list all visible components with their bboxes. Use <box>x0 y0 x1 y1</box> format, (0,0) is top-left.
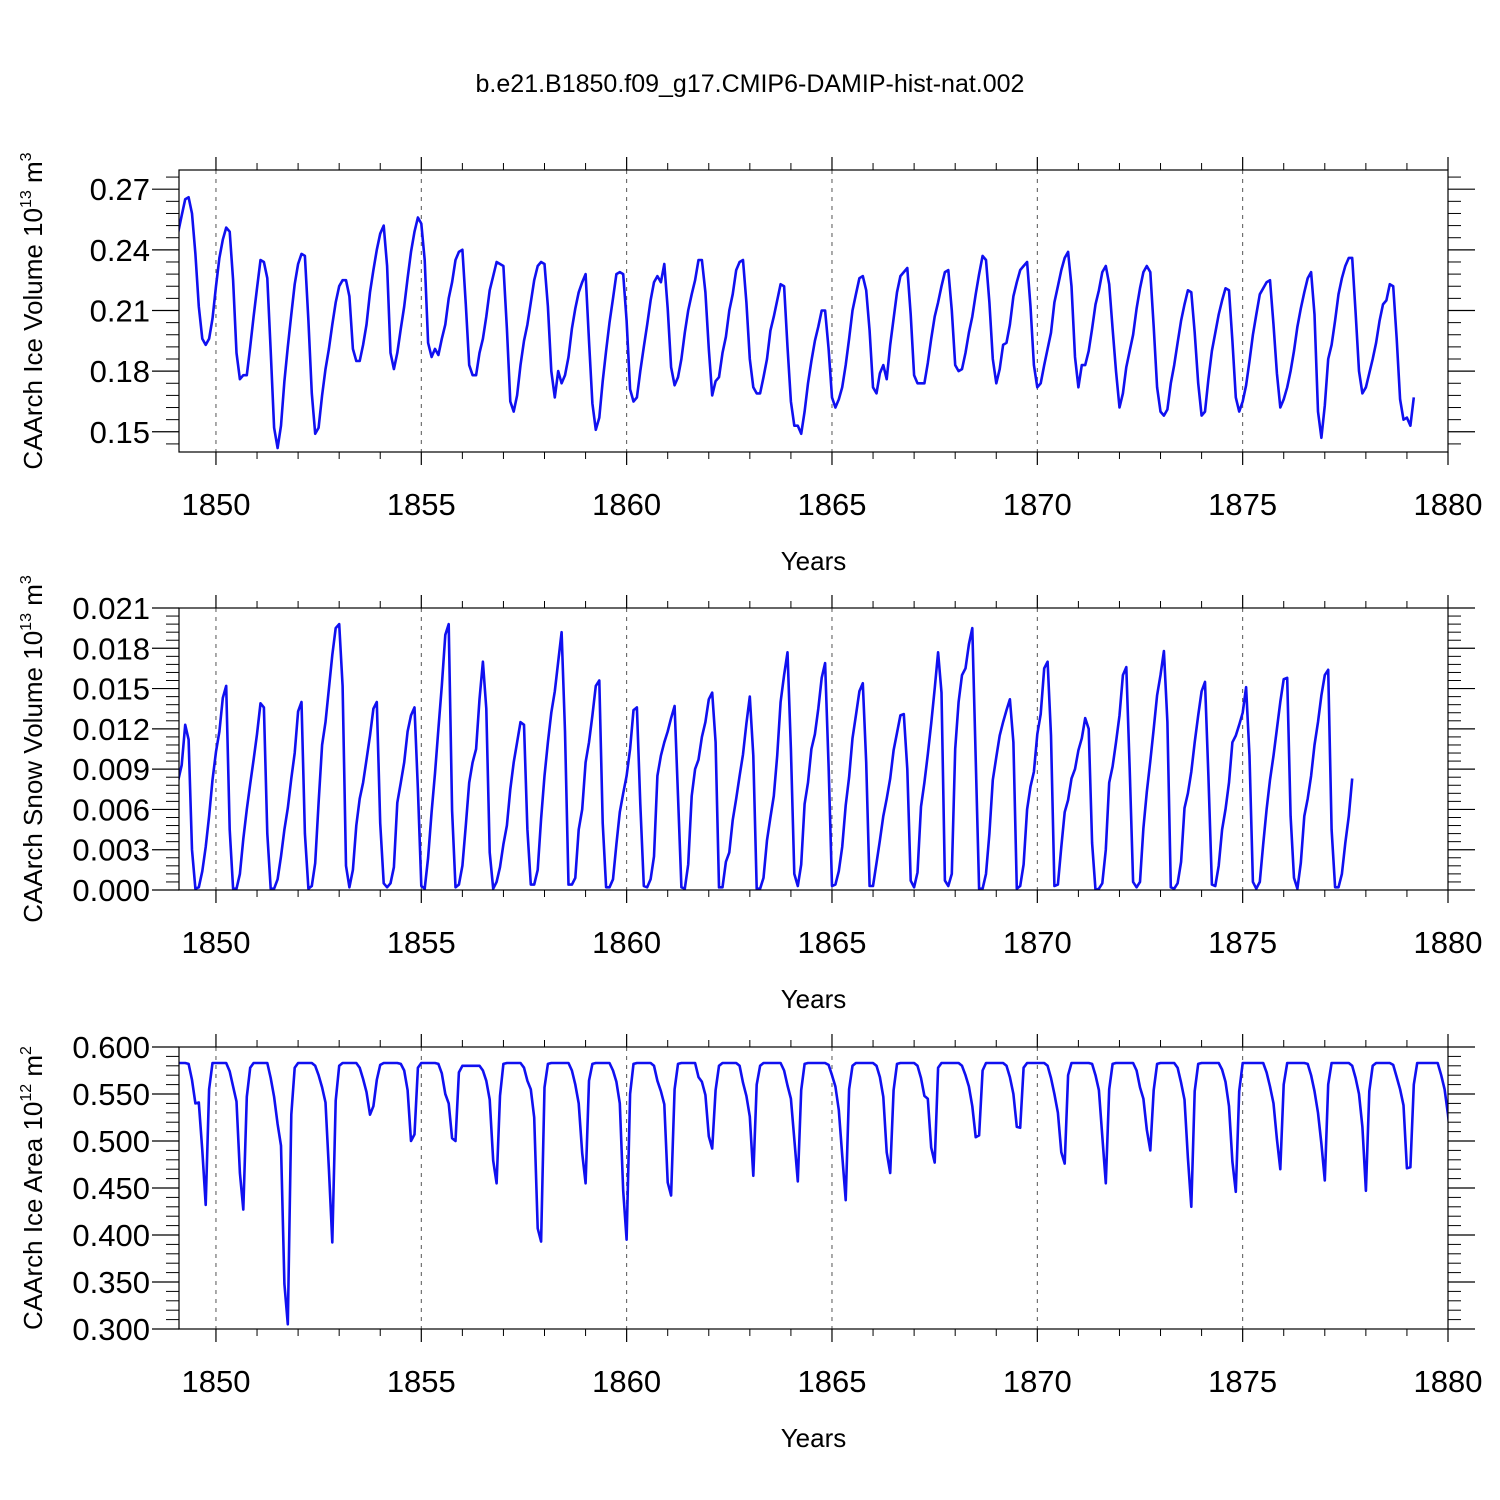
y-tick-label: 0.600 <box>72 1030 150 1065</box>
chart-panel-3: 1850 1855 1860 1865 1870 1875 1880 Years 0.300 0.… <box>18 1030 1483 1453</box>
chart-panel-2: 1850 1855 1860 1865 1870 1875 1880 Years 0.000 0.… <box>18 575 1482 1014</box>
x-tick-label: 1875 <box>1208 487 1277 522</box>
x-tick-label: 1880 <box>1414 925 1483 960</box>
x-tick-label: 1870 <box>1003 925 1072 960</box>
y-tick-label: 0.009 <box>72 752 150 787</box>
chart-title: b.e21.B1850.f09_g17.CMIP6-DAMIP-hist-nat… <box>475 70 1025 98</box>
y-tick-label: 0.018 <box>72 631 150 666</box>
y-tick-label: 0.006 <box>72 792 150 827</box>
x-tick-label: 1870 <box>1003 487 1072 522</box>
y-tick-label: 0.550 <box>72 1077 150 1112</box>
y-tick-label: 0.003 <box>72 833 150 868</box>
y-tick-label: 0.000 <box>72 873 150 908</box>
y-tick-label: 0.500 <box>72 1124 150 1159</box>
x-tick-label: 1855 <box>387 925 456 960</box>
y-tick-label: 0.24 <box>90 233 150 268</box>
x-tick-label: 1880 <box>1414 1364 1483 1399</box>
series-line <box>179 1061 1448 1326</box>
y-tick-label: 0.300 <box>72 1312 150 1347</box>
x-axis-label: Years <box>781 546 847 576</box>
y-tick-label: 0.021 <box>72 591 150 626</box>
x-tick-label: 1870 <box>1003 1364 1072 1399</box>
x-axis-label: Years <box>781 984 847 1014</box>
plot-frame <box>178 1046 1449 1330</box>
chart-panel-1: 1850 1855 1860 1865 1870 1875 1880 Years 0.15 0.1… <box>18 152 1482 576</box>
x-tick-label: 1860 <box>592 1364 661 1399</box>
y-axis-label: CAArch Snow Volume 1013 m3 <box>18 575 48 923</box>
y-tick-label: 0.18 <box>90 354 150 389</box>
x-tick-label: 1850 <box>181 1364 250 1399</box>
y-axis-label: CAArch Ice Area 1012 m2 <box>18 1046 48 1330</box>
x-tick-label: 1865 <box>797 487 866 522</box>
x-tick-label: 1880 <box>1414 487 1483 522</box>
y-tick-label: 0.27 <box>90 172 150 207</box>
x-tick-label: 1850 <box>181 925 250 960</box>
y-tick-label: 0.350 <box>72 1265 150 1300</box>
series-line <box>179 196 1416 450</box>
x-tick-label: 1860 <box>592 487 661 522</box>
x-tick-label: 1875 <box>1208 925 1277 960</box>
y-axis-label: CAArch Ice Volume 1013 m3 <box>18 152 48 469</box>
x-tick-label: 1860 <box>592 925 661 960</box>
x-tick-label: 1865 <box>797 925 866 960</box>
x-axis-label: Years <box>781 1423 847 1453</box>
x-tick-label: 1855 <box>387 487 456 522</box>
y-tick-label: 0.21 <box>90 293 150 328</box>
x-tick-label: 1855 <box>387 1364 456 1399</box>
y-tick-label: 0.450 <box>72 1171 150 1206</box>
x-tick-label: 1875 <box>1208 1364 1277 1399</box>
plot-frame <box>178 607 1449 891</box>
y-tick-label: 0.15 <box>90 415 150 450</box>
y-tick-label: 0.015 <box>72 672 150 707</box>
series-line <box>179 622 1354 890</box>
x-tick-label: 1865 <box>797 1364 866 1399</box>
x-tick-label: 1850 <box>181 487 250 522</box>
y-tick-label: 0.012 <box>72 712 150 747</box>
y-tick-label: 0.400 <box>72 1218 150 1253</box>
